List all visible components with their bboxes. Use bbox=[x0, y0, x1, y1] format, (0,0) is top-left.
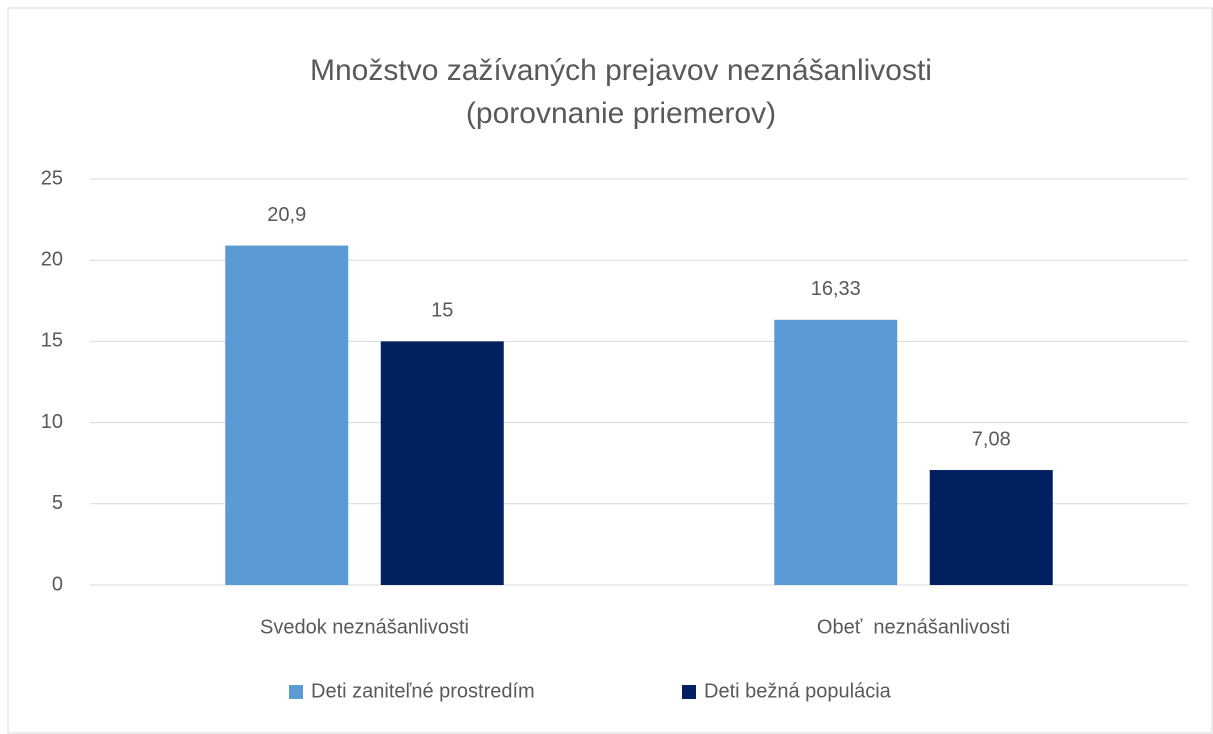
y-tick-label: 25 bbox=[41, 167, 63, 189]
y-tick-label: 10 bbox=[41, 411, 63, 433]
bar bbox=[225, 245, 349, 586]
x-tick-label: Obeť neznášanlivosti bbox=[817, 616, 1010, 638]
chart-title: Množstvo zažívaných prejavov neznášanliv… bbox=[310, 54, 932, 87]
bar bbox=[929, 470, 1053, 585]
legend-swatch bbox=[289, 685, 303, 699]
y-tick-label: 20 bbox=[41, 248, 63, 270]
data-label: 16,33 bbox=[811, 278, 861, 300]
y-tick-label: 0 bbox=[52, 573, 63, 595]
x-tick-label: Svedok neznášanlivosti bbox=[260, 616, 469, 638]
y-tick-label: 5 bbox=[52, 492, 63, 514]
data-label: 20,9 bbox=[267, 204, 306, 226]
legend-label: Deti bežná populácia bbox=[704, 680, 892, 702]
legend-swatch bbox=[682, 685, 696, 699]
chart-title: (porovnanie priemerov) bbox=[466, 97, 776, 130]
bar bbox=[774, 319, 898, 585]
data-label: 15 bbox=[431, 300, 453, 322]
bar bbox=[380, 341, 504, 585]
legend-label: Deti zaniteľné prostredím bbox=[311, 680, 535, 702]
data-label: 7,08 bbox=[972, 428, 1011, 450]
chart-border bbox=[7, 7, 1213, 734]
y-tick-label: 15 bbox=[41, 330, 63, 352]
